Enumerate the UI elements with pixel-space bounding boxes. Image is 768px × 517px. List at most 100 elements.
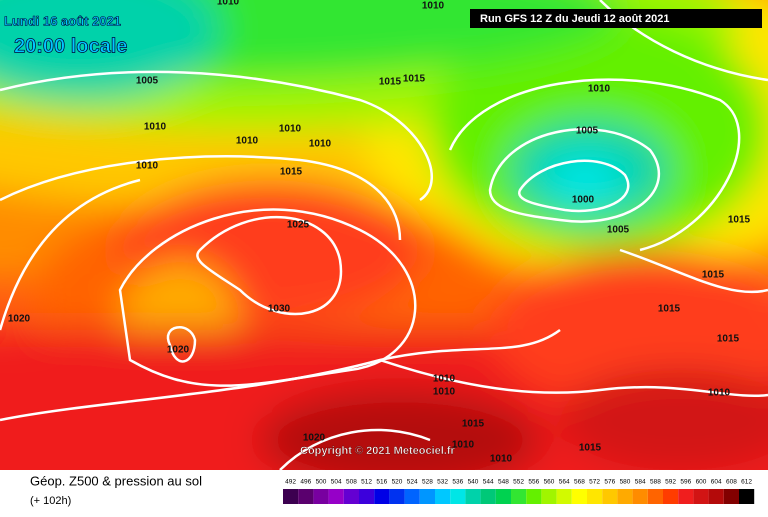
isobar-label: 1010	[452, 440, 475, 451]
colorbar-swatch	[647, 489, 663, 504]
colorbar-label: 600	[696, 479, 707, 486]
colorbar-swatch	[283, 489, 299, 504]
isobar-label: 1020	[167, 345, 190, 356]
colorbar-label: 516	[376, 479, 387, 486]
colorbar-label: 504	[331, 479, 342, 486]
colorbar-swatch	[419, 489, 435, 504]
isobar-label: 1015	[403, 74, 426, 85]
isobars	[0, 0, 768, 470]
colorbar-label: 500	[316, 479, 327, 486]
colorbar-swatch	[480, 489, 496, 504]
isobar-label: 1005	[607, 225, 630, 236]
lead-time: (+ 102h)	[30, 495, 71, 507]
isobar-label: 1005	[136, 76, 159, 87]
colorbar-swatch	[571, 489, 587, 504]
isobar-label: 1020	[8, 314, 31, 325]
isobar-label: 1010	[422, 1, 445, 12]
colorbar-label: 548	[498, 479, 509, 486]
date-label: Lundi 16 août 2021	[4, 13, 121, 28]
colorbar-label: 556	[528, 479, 539, 486]
colorbar-swatch	[663, 489, 679, 504]
colorbar-swatch	[541, 489, 557, 504]
isobar-label: 1025	[287, 220, 310, 231]
colorbar-label: 532	[437, 479, 448, 486]
colorbar-label: 544	[483, 479, 494, 486]
colorbar-swatch	[708, 489, 724, 504]
colorbar-label: 592	[665, 479, 676, 486]
run-box	[470, 9, 762, 28]
colorbar-swatch	[298, 489, 314, 504]
colorbar-label: 520	[392, 479, 403, 486]
isobar-label: 1010	[236, 136, 259, 147]
colorbar-label: 512	[361, 479, 372, 486]
copyright: Copyright © 2021 Meteociel.fr	[300, 445, 456, 457]
isobar-label: 1010	[217, 0, 240, 8]
colorbar-label: 608	[726, 479, 737, 486]
colorbar-label: 612	[741, 479, 752, 486]
colorbar-label: 540	[468, 479, 479, 486]
colorbar-label: 584	[635, 479, 646, 486]
isobar-label: 1015	[579, 443, 602, 454]
colorbar-label: 572	[589, 479, 600, 486]
run-label: Run GFS 12 Z du Jeudi 12 août 2021	[480, 13, 670, 25]
colorbar-label: 580	[620, 479, 631, 486]
colorbar-swatch	[556, 489, 572, 504]
colorbar-swatch	[495, 489, 511, 504]
isobar-label: 1010	[309, 139, 332, 150]
colorbar-swatch	[511, 489, 527, 504]
isobar-label: 1015	[717, 334, 740, 345]
isobar-label: 1005	[576, 126, 599, 137]
colorbar-label: 576	[604, 479, 615, 486]
colorbar-label: 588	[650, 479, 661, 486]
isobar-label: 1010	[588, 84, 611, 95]
colorbar-label: 496	[300, 479, 311, 486]
colorbar-label: 536	[452, 479, 463, 486]
colorbar-swatch	[739, 489, 755, 504]
isobar-label: 1010	[708, 388, 731, 399]
colorbar-swatch	[328, 489, 344, 504]
colorbar-swatch	[374, 489, 390, 504]
colorbar-label: 596	[680, 479, 691, 486]
colorbar-label: 568	[574, 479, 585, 486]
isobar-label: 1010	[433, 374, 456, 385]
colorbar-swatch	[617, 489, 633, 504]
colorbar-label: 528	[422, 479, 433, 486]
colorbar-label: 560	[544, 479, 555, 486]
footer-title: Géop. Z500 & pression au sol	[30, 473, 202, 488]
colorbar-swatch	[404, 489, 420, 504]
colorbar-swatch	[389, 489, 405, 504]
colorbar-swatch	[313, 489, 329, 504]
isobar-label: 1010	[144, 122, 167, 133]
colorbar-label: 492	[285, 479, 296, 486]
colorbar-swatch	[526, 489, 542, 504]
isobar-label: 1030	[268, 304, 291, 315]
colorbar-label: 508	[346, 479, 357, 486]
colorbar-swatch	[343, 489, 359, 504]
isobar-label: 1010	[279, 124, 302, 135]
colorbar-label: 564	[559, 479, 570, 486]
isobar-label: 1000	[572, 195, 595, 206]
isobar-label: 1015	[379, 77, 402, 88]
colorbar-swatch	[450, 489, 466, 504]
colorbar-swatch	[723, 489, 739, 504]
isobar-label: 1020	[303, 433, 326, 444]
isobar-label: 1015	[280, 167, 303, 178]
colorbar-swatch	[359, 489, 375, 504]
isobar-label: 1010	[490, 454, 513, 465]
colorbar-swatch	[465, 489, 481, 504]
time-label: 20:00 locale	[14, 35, 127, 57]
colorbar-swatch	[678, 489, 694, 504]
isobar-label: 1010	[136, 161, 159, 172]
colorbar-label: 524	[407, 479, 418, 486]
colorbar-swatch	[693, 489, 709, 504]
isobar-label: 1015	[658, 304, 681, 315]
isobar-label: 1015	[702, 270, 725, 281]
colorbar-swatch	[435, 489, 451, 504]
isobar-label: 1015	[728, 215, 751, 226]
colorbar-label: 604	[711, 479, 722, 486]
colorbar-label: 552	[513, 479, 524, 486]
isobar-label: 1010	[433, 387, 456, 398]
colorbar-swatch	[587, 489, 603, 504]
